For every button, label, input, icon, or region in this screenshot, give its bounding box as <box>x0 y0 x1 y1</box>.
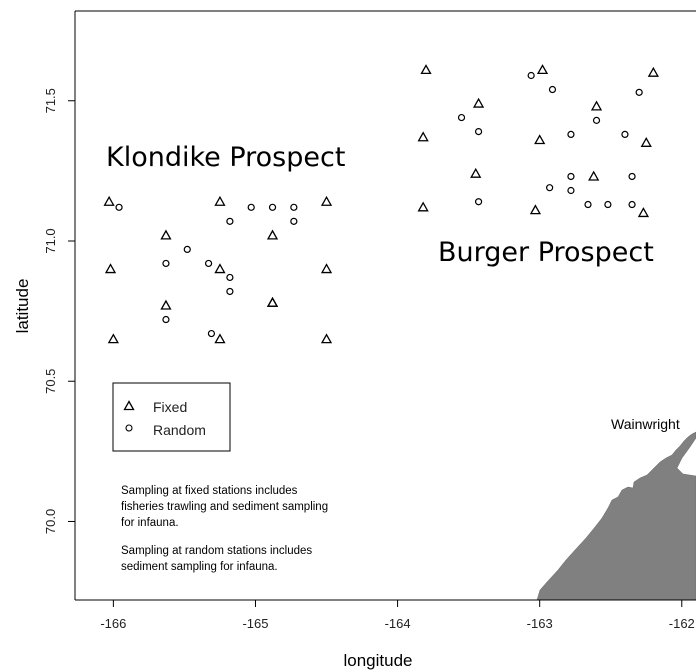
legend: Fixed Random <box>112 382 231 452</box>
random-station-point <box>527 71 535 80</box>
random-station-point <box>628 172 636 181</box>
random-station-point <box>204 259 213 268</box>
fixed-station-point <box>214 195 226 206</box>
random-station-point <box>226 287 234 296</box>
fixed-station-point <box>590 100 603 111</box>
fixed-station-point <box>417 131 429 142</box>
random-station-point <box>635 88 643 96</box>
random-station-point <box>474 128 483 136</box>
random-station-point <box>548 85 557 94</box>
random-station-point <box>226 217 234 225</box>
random-station-point <box>226 273 234 282</box>
random-station-point <box>162 315 170 324</box>
fixed-station-point <box>588 170 600 181</box>
x-ticks: -166 -165 -164 -163 -162 <box>100 600 695 631</box>
wainwright-label: Wainwright <box>611 416 680 432</box>
fixed-station-point <box>417 201 429 212</box>
x-tick-label: -164 <box>385 616 411 631</box>
fixed-station-point <box>266 229 279 240</box>
x-tick-label: -166 <box>100 616 126 631</box>
random-station-point <box>604 200 612 209</box>
y-tick-label: 71.5 <box>43 88 58 113</box>
legend-fixed-label: Fixed <box>153 399 187 415</box>
random-station-point <box>457 113 466 122</box>
legend-box <box>112 382 231 452</box>
fixed-station-point <box>470 167 482 178</box>
random-station-point <box>628 200 636 209</box>
x-tick-label: -163 <box>527 616 553 631</box>
note-fixed-line-2: fisheries trawling and sediment sampling <box>121 501 328 513</box>
fixed-station-point <box>320 263 333 274</box>
fixed-station-point <box>103 195 115 206</box>
fixed-station-point <box>214 263 226 274</box>
y-tick-label: 70.5 <box>43 369 58 394</box>
note-fixed-line-1: Sampling at fixed stations includes <box>121 485 298 497</box>
fixed-station-point <box>534 134 546 145</box>
fixed-station-point <box>420 64 432 75</box>
random-station-point <box>546 184 554 192</box>
notes: Sampling at fixed stations includes fish… <box>121 485 328 573</box>
random-station-point <box>621 130 629 139</box>
y-tick-label: 70.0 <box>43 509 58 534</box>
land-mass <box>536 431 696 601</box>
random-station-point <box>115 203 123 211</box>
x-tick-label: -162 <box>669 616 695 631</box>
fixed-station-point <box>637 207 650 218</box>
random-station-point <box>474 198 483 206</box>
note-random-line-1: Sampling at random stations includes <box>121 545 312 557</box>
fixed-station-point <box>647 66 659 77</box>
fixed-station-point <box>160 229 172 240</box>
random-station-point <box>290 203 298 211</box>
random-station-point <box>268 203 277 211</box>
fixed-station-point <box>320 195 333 206</box>
klondike-label: Klondike Prospect <box>106 142 345 173</box>
burger-label: Burger Prospect <box>438 237 654 268</box>
fixed-station-point <box>214 333 226 344</box>
fixed-station-point <box>266 296 279 307</box>
random-station-point <box>567 130 575 139</box>
random-station-point <box>567 172 575 181</box>
random-station-point <box>247 203 255 211</box>
fixed-station-point <box>320 333 333 344</box>
legend-triangle-icon <box>123 400 135 411</box>
data-points <box>103 64 659 344</box>
fixed-station-point <box>529 204 542 215</box>
fixed-station-point <box>107 333 119 344</box>
random-station-point <box>592 116 601 124</box>
y-axis-title: latitude <box>13 279 32 334</box>
note-fixed-line-3: for infauna. <box>121 517 179 529</box>
y-ticks: 70.0 70.5 71.0 71.5 <box>43 88 75 534</box>
fixed-station-point <box>640 136 652 147</box>
random-station-point <box>207 329 216 338</box>
note-random-line-2: sediment sampling for infauna. <box>121 561 278 573</box>
y-tick-label: 71.0 <box>43 228 58 253</box>
x-axis-title: longitude <box>343 651 412 670</box>
random-station-point <box>183 245 191 254</box>
fixed-station-point <box>160 299 172 310</box>
random-station-point <box>162 259 170 268</box>
fixed-station-point <box>536 64 549 75</box>
fixed-station-point <box>472 97 485 108</box>
random-station-point <box>584 200 592 209</box>
fixed-station-point <box>104 263 117 274</box>
random-station-point <box>290 217 298 225</box>
x-tick-label: -165 <box>242 616 268 631</box>
legend-random-label: Random <box>153 422 206 438</box>
legend-circle-icon <box>125 424 133 432</box>
random-station-point <box>567 186 575 195</box>
